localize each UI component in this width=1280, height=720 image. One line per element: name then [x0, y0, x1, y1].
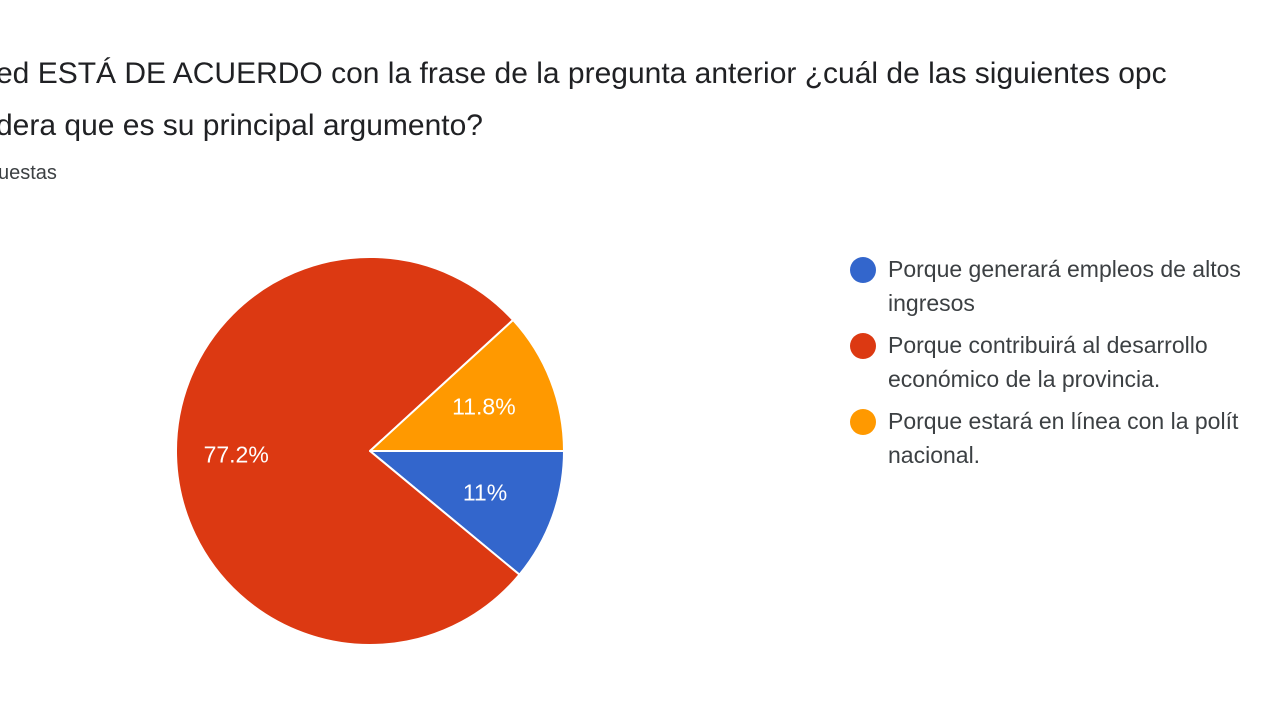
legend-label-line: ingresos: [888, 290, 975, 316]
pie-slice-label-2: 11.8%: [452, 394, 516, 420]
pie-slice-2[interactable]: [369, 318, 565, 452]
legend-label-line: económico de la provincia.: [888, 366, 1161, 392]
legend-item-1[interactable]: Porque contribuirá al desarrollo económic…: [850, 328, 1280, 396]
responses-count-label: uestas: [0, 162, 57, 184]
legend-item-0[interactable]: Porque generará empleos de altos ingresos: [850, 252, 1280, 320]
question-title-line-2: dera que es su principal argumento?: [0, 109, 483, 142]
pie-slice-label-1: 77.2%: [204, 441, 269, 467]
legend-label-line: Porque generará empleos de altos: [888, 256, 1241, 282]
pie-slice-0[interactable]: [369, 450, 565, 576]
legend-label-line: nacional.: [888, 442, 981, 468]
question-title-line-1: ed ESTÁ DE ACUERDO con la frase de la pr…: [0, 57, 1167, 90]
legend-label-line: Porque estará en línea con la polít: [888, 408, 1239, 434]
chart-legend: Porque generará empleos de altos ingresos…: [850, 252, 1280, 480]
legend-label: Porque generará empleos de altos ingresos: [888, 252, 1280, 320]
legend-label: Porque estará en línea con la polít nacio…: [888, 404, 1280, 472]
pie-slice-label-0: 11%: [463, 479, 507, 505]
pie-slice-1[interactable]: [175, 256, 521, 646]
legend-color-dot: [850, 409, 876, 435]
legend-color-dot: [850, 257, 876, 283]
legend-item-2[interactable]: Porque estará en línea con la polít nacio…: [850, 404, 1280, 472]
legend-color-dot: [850, 333, 876, 359]
legend-label-line: Porque contribuirá al desarrollo: [888, 332, 1208, 358]
legend-label: Porque contribuirá al desarrollo económic…: [888, 328, 1280, 396]
